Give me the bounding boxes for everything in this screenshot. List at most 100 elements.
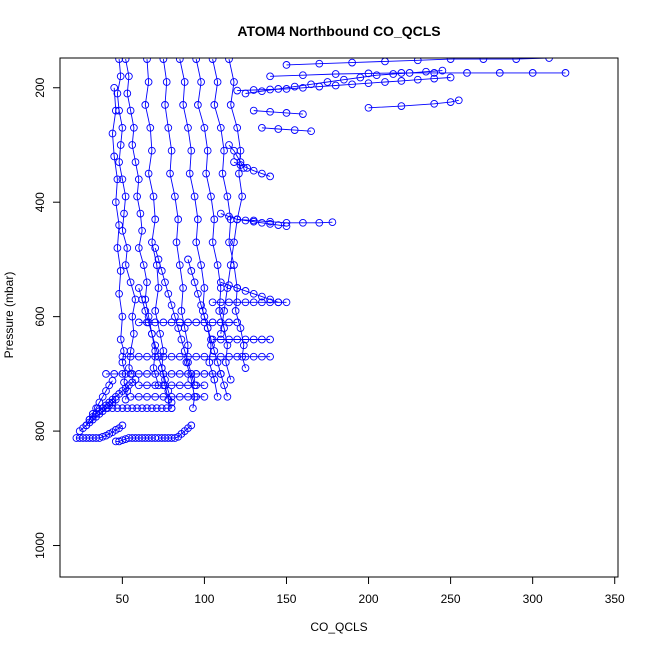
data-point — [249, 298, 258, 307]
data-point — [143, 58, 151, 63]
data-point — [233, 352, 242, 361]
data-point — [200, 392, 209, 401]
data-point — [238, 192, 247, 201]
data-point — [282, 109, 291, 117]
data-point — [184, 341, 192, 350]
data-point — [216, 278, 225, 287]
data-point — [141, 307, 150, 315]
data-point — [348, 58, 356, 67]
data-point — [197, 301, 205, 310]
data-point — [180, 347, 189, 355]
data-point — [274, 85, 283, 93]
data-point — [167, 404, 176, 413]
data-point — [175, 370, 184, 378]
plot-frame — [59, 57, 619, 578]
data-point — [208, 352, 217, 361]
data-point — [138, 295, 146, 304]
data-point — [151, 381, 160, 390]
data-point — [241, 335, 250, 344]
data-point — [177, 307, 186, 315]
data-point — [167, 392, 176, 401]
data-point — [258, 292, 266, 301]
data-point — [192, 370, 201, 378]
data-point — [128, 312, 137, 321]
data-point — [139, 261, 148, 269]
data-point — [167, 352, 176, 361]
data-point — [192, 392, 201, 401]
data-point — [266, 220, 274, 228]
data-point — [266, 172, 274, 181]
data-point — [323, 78, 332, 86]
data-point — [282, 298, 291, 307]
x-axis-label: CO_QCLS — [310, 620, 367, 634]
data-point — [118, 404, 127, 413]
series-line — [253, 110, 303, 115]
data-point — [184, 255, 192, 264]
data-point — [130, 329, 138, 338]
data-point — [175, 352, 184, 361]
data-point — [134, 352, 143, 361]
data-point — [231, 307, 240, 315]
data-point — [200, 284, 209, 292]
data-point — [131, 375, 140, 384]
data-point — [143, 370, 151, 378]
data-point — [258, 352, 266, 361]
data-point — [143, 352, 151, 361]
data-point — [226, 375, 235, 384]
data-point — [118, 370, 127, 378]
data-point — [210, 347, 219, 355]
data-point — [154, 284, 163, 292]
data-point — [123, 404, 132, 413]
data-point — [103, 404, 112, 413]
series-line — [237, 218, 333, 224]
data-point — [213, 358, 222, 367]
data-point — [249, 216, 258, 225]
data-point — [200, 318, 209, 327]
series-line — [220, 213, 287, 227]
data-point — [307, 80, 315, 89]
data-point — [151, 215, 160, 224]
data-point — [389, 70, 398, 78]
data-point — [143, 404, 151, 413]
data-point — [161, 278, 169, 287]
data-point — [98, 404, 107, 413]
data-point — [290, 126, 299, 134]
data-point — [208, 238, 217, 247]
data-point — [266, 72, 274, 81]
data-point — [208, 58, 217, 63]
data-point — [194, 289, 202, 298]
data-point — [110, 83, 119, 92]
data-point — [225, 335, 233, 344]
series-line — [116, 59, 136, 375]
data-point — [282, 85, 291, 93]
data-point — [397, 69, 406, 77]
data-point — [98, 392, 107, 401]
data-point — [134, 175, 143, 184]
data-point — [495, 69, 504, 77]
data-point — [143, 381, 151, 390]
data-point — [225, 58, 233, 63]
data-point — [120, 209, 128, 218]
data-point — [225, 352, 233, 361]
data-point — [290, 82, 299, 91]
data-point — [282, 218, 291, 227]
data-point — [226, 261, 235, 269]
series-line — [179, 59, 219, 397]
data-point — [88, 410, 97, 418]
data-point — [200, 312, 209, 321]
data-point — [184, 392, 192, 401]
data-point — [175, 392, 184, 401]
series-line — [162, 59, 196, 409]
data-point — [190, 192, 199, 201]
data-point — [82, 421, 91, 430]
data-point — [184, 370, 192, 378]
data-point — [364, 69, 373, 78]
data-point — [161, 101, 169, 109]
data-point — [258, 123, 266, 132]
data-point — [239, 341, 248, 350]
data-point — [175, 261, 184, 269]
data-point — [299, 71, 307, 80]
series-line — [228, 144, 245, 169]
